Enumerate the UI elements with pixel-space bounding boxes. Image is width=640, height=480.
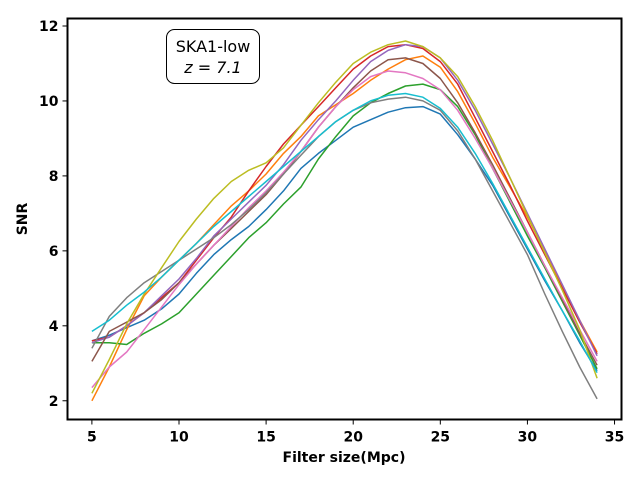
y-tick-label: 8: [49, 169, 59, 185]
line-series-1: [91, 105, 598, 372]
y-tick-label: 12: [39, 19, 58, 35]
line-series-9: [91, 40, 598, 394]
y-tick-label: 6: [49, 244, 59, 260]
y-tick-label: 10: [39, 94, 59, 110]
annotation-frame: [166, 29, 260, 84]
x-tick-label: 20: [343, 430, 363, 446]
x-tick-label: 25: [431, 430, 450, 446]
annotation-redshift: z = 7.1: [183, 58, 241, 77]
plot-frame: [66, 17, 623, 421]
x-tick-label: 15: [256, 430, 275, 446]
series-layer: [91, 40, 598, 402]
y-axis-label: SNR: [15, 202, 31, 235]
x-axis-label: Filter size(Mpc): [283, 450, 406, 466]
line-series-2: [91, 55, 598, 402]
line-series-7: [91, 70, 598, 389]
line-series-8: [91, 96, 598, 400]
line-series-3: [91, 83, 598, 370]
y-tick-label: 2: [49, 394, 59, 410]
x-tick-label: 10: [169, 430, 189, 446]
x-tick-label: 5: [87, 430, 97, 446]
line-series-10: [91, 92, 598, 374]
line-series-5: [91, 43, 598, 357]
x-tick-label: 35: [605, 430, 624, 446]
annotation-box: SKA1-low z = 7.1: [166, 29, 260, 84]
x-tick-label: 30: [518, 430, 538, 446]
x-axis: 5 10 15 20 25 30 35: [87, 419, 624, 446]
y-axis: 2 4 6 8 10 12: [39, 19, 68, 410]
y-tick-label: 4: [49, 319, 59, 335]
annotation-telescope: SKA1-low: [176, 37, 251, 56]
